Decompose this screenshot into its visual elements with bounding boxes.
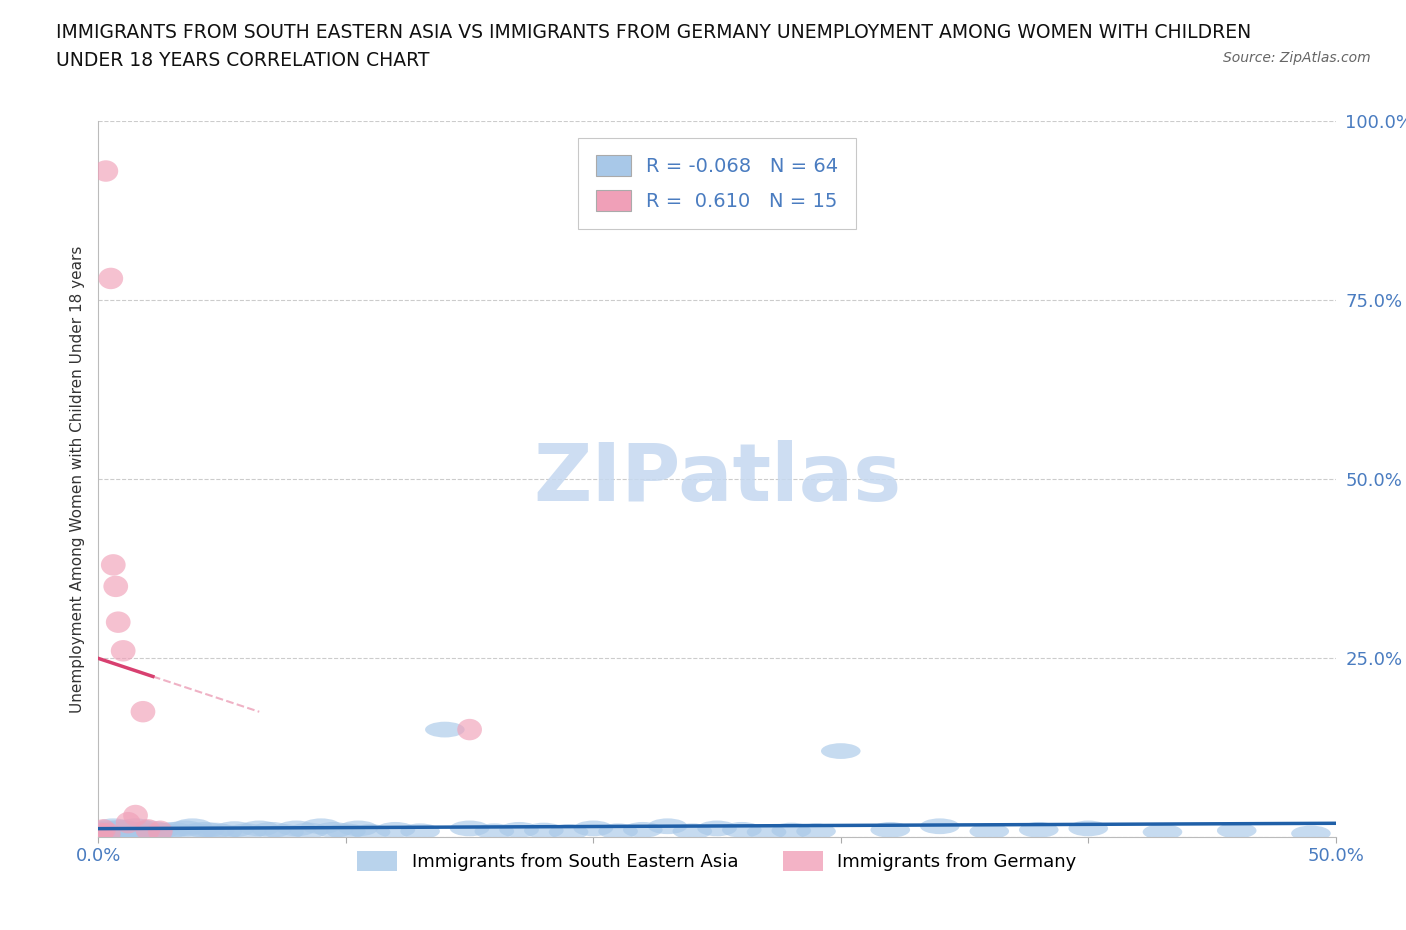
Ellipse shape [96,823,121,844]
Ellipse shape [135,819,160,841]
Ellipse shape [1143,824,1182,840]
Ellipse shape [101,554,125,576]
Ellipse shape [148,823,187,839]
Ellipse shape [821,743,860,759]
Ellipse shape [173,818,212,834]
Ellipse shape [723,822,762,838]
Ellipse shape [93,160,118,181]
Ellipse shape [524,823,564,839]
Ellipse shape [115,812,141,833]
Ellipse shape [148,820,173,842]
Ellipse shape [264,824,304,840]
Ellipse shape [401,823,440,839]
Ellipse shape [91,819,115,841]
Ellipse shape [599,823,638,839]
Ellipse shape [195,823,235,839]
Ellipse shape [499,822,538,838]
Ellipse shape [314,822,353,838]
Ellipse shape [252,822,291,838]
Ellipse shape [970,823,1010,839]
Ellipse shape [141,823,180,839]
Ellipse shape [239,820,278,836]
Ellipse shape [339,820,378,836]
Ellipse shape [82,822,121,838]
Ellipse shape [98,823,138,839]
Text: UNDER 18 YEARS CORRELATION CHART: UNDER 18 YEARS CORRELATION CHART [56,51,430,70]
Ellipse shape [124,804,148,826]
Ellipse shape [648,818,688,834]
Ellipse shape [574,820,613,836]
Y-axis label: Unemployment Among Women with Children Under 18 years: Unemployment Among Women with Children U… [69,246,84,712]
Ellipse shape [870,822,910,838]
Ellipse shape [108,821,148,837]
Ellipse shape [672,823,711,839]
Ellipse shape [91,824,131,840]
Ellipse shape [301,818,340,834]
Ellipse shape [153,822,193,838]
Text: IMMIGRANTS FROM SOUTH EASTERN ASIA VS IMMIGRANTS FROM GERMANY UNEMPLOYMENT AMONG: IMMIGRANTS FROM SOUTH EASTERN ASIA VS IM… [56,23,1251,42]
Ellipse shape [1019,822,1059,838]
Ellipse shape [93,818,134,834]
Ellipse shape [104,823,143,839]
Legend: Immigrants from South Eastern Asia, Immigrants from Germany: Immigrants from South Eastern Asia, Immi… [350,844,1084,878]
Ellipse shape [215,821,254,837]
Ellipse shape [228,823,267,839]
Ellipse shape [166,820,205,836]
Ellipse shape [101,820,141,835]
Text: Source: ZipAtlas.com: Source: ZipAtlas.com [1223,51,1371,65]
Ellipse shape [89,820,128,836]
Ellipse shape [105,611,131,633]
Ellipse shape [457,719,482,740]
Ellipse shape [326,823,366,839]
Ellipse shape [277,820,316,836]
Ellipse shape [375,822,415,838]
Ellipse shape [96,822,135,838]
Ellipse shape [111,640,135,661]
Ellipse shape [920,818,959,834]
Ellipse shape [772,823,811,839]
Ellipse shape [623,822,662,838]
Ellipse shape [747,824,786,840]
Ellipse shape [86,823,125,839]
Ellipse shape [98,268,124,289]
Ellipse shape [475,823,515,839]
Ellipse shape [125,825,166,841]
Ellipse shape [131,820,170,836]
Ellipse shape [104,576,128,597]
Ellipse shape [425,722,464,737]
Ellipse shape [111,824,150,840]
Ellipse shape [548,824,588,840]
Ellipse shape [202,824,242,840]
Ellipse shape [177,823,217,839]
Ellipse shape [186,822,225,838]
Ellipse shape [450,820,489,836]
Ellipse shape [121,822,160,838]
Ellipse shape [1218,823,1257,839]
Ellipse shape [89,823,114,844]
Ellipse shape [1291,826,1330,842]
Ellipse shape [697,820,737,836]
Ellipse shape [290,823,329,839]
Ellipse shape [83,826,124,842]
Ellipse shape [796,823,835,839]
Ellipse shape [352,824,391,840]
Ellipse shape [1069,820,1108,836]
Ellipse shape [115,818,155,834]
Text: ZIPatlas: ZIPatlas [533,440,901,518]
Ellipse shape [131,701,155,723]
